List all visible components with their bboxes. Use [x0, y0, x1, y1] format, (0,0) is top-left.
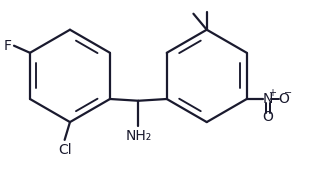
Text: F: F [3, 39, 11, 53]
Text: Cl: Cl [58, 143, 72, 156]
Text: O: O [278, 92, 289, 106]
Text: +: + [269, 88, 277, 98]
Text: NH₂: NH₂ [125, 129, 151, 143]
Text: O: O [262, 110, 273, 124]
Text: −: − [284, 88, 292, 98]
Text: N: N [262, 92, 273, 106]
